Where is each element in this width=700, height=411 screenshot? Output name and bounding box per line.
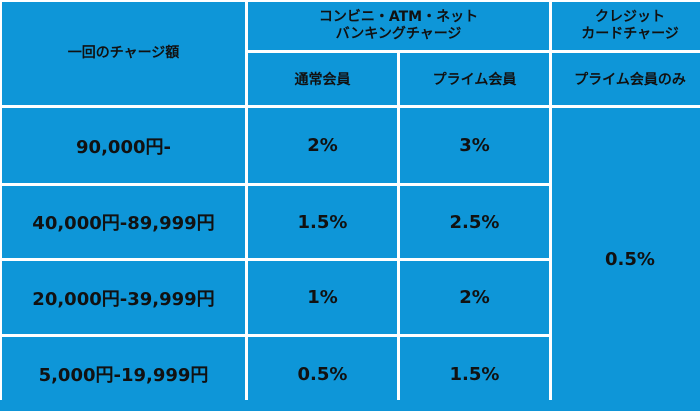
normal-rate-value: 2% (307, 135, 338, 156)
header-credit-line2: カードチャージ (581, 26, 679, 42)
header-charge-amount: 一回のチャージ額 (2, 2, 245, 105)
normal-rate-value: 1.5% (297, 211, 348, 233)
header-prime-only-label: プライム会員のみ (574, 72, 686, 88)
row-normal-rate: 1% (248, 261, 397, 334)
prime-rate-value: 2.5% (449, 211, 500, 233)
header-convenience-line1: コンビニ・ATM・ネット (318, 9, 479, 25)
normal-rate-value: 0.5% (297, 363, 348, 385)
credit-card-rate-cell: 0.5% (552, 108, 700, 411)
row-amount-label: 5,000円-19,999円 (38, 365, 209, 386)
row-prime-rate: 2.5% (400, 186, 549, 258)
header-credit-card-charge: クレジット カードチャージ (552, 2, 700, 50)
row-prime-rate: 2% (400, 261, 549, 334)
row-normal-rate: 0.5% (248, 337, 397, 411)
credit-card-rate-value: 0.5% (605, 249, 655, 270)
header-normal-member: 通常会員 (248, 53, 397, 105)
row-amount-label: 40,000円-89,999円 (32, 213, 215, 234)
row-amount-cell: 20,000円-39,999円 (2, 261, 245, 334)
header-prime-member-label: プライム会員 (432, 72, 517, 88)
header-credit-line1: クレジット (595, 9, 665, 25)
row-prime-rate: 1.5% (400, 337, 549, 411)
normal-rate-value: 1% (307, 287, 338, 308)
row-amount-cell: 90,000円- (2, 108, 245, 183)
row-amount-label: 20,000円-39,999円 (32, 288, 215, 310)
header-prime-only: プライム会員のみ (552, 53, 700, 105)
header-prime-member: プライム会員 (400, 53, 549, 105)
row-prime-rate: 3% (400, 108, 549, 183)
row-amount-label: 90,000円- (76, 136, 171, 158)
header-convenience-charge: コンビニ・ATM・ネット バンキングチャージ (248, 2, 549, 50)
prime-rate-value: 3% (459, 135, 490, 156)
row-amount-cell: 40,000円-89,999円 (2, 186, 245, 258)
row-amount-cell: 5,000円-19,999円 (2, 337, 245, 411)
row-normal-rate: 2% (248, 108, 397, 183)
charge-rate-table: 一回のチャージ額 コンビニ・ATM・ネット バンキングチャージ クレジット カー… (0, 0, 700, 400)
row-normal-rate: 1.5% (248, 186, 397, 258)
prime-rate-value: 1.5% (449, 363, 500, 385)
header-convenience-line2: バンキングチャージ (335, 26, 462, 42)
header-charge-amount-label: 一回のチャージ額 (67, 45, 180, 61)
prime-rate-value: 2% (459, 287, 490, 308)
header-normal-member-label: 通常会員 (294, 72, 351, 88)
